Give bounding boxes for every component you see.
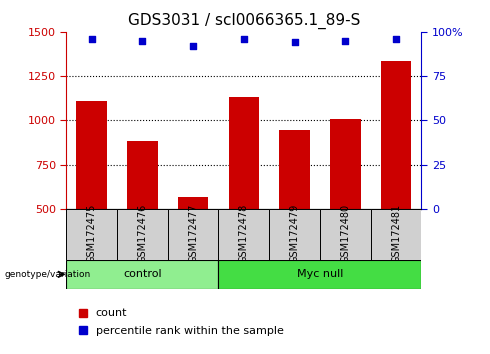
Point — [291, 40, 298, 45]
Text: control: control — [123, 269, 162, 279]
Text: percentile rank within the sample: percentile rank within the sample — [96, 326, 283, 336]
Title: GDS3031 / scl0066365.1_89-S: GDS3031 / scl0066365.1_89-S — [127, 13, 360, 29]
Point — [342, 38, 349, 44]
Bar — [219, 260, 421, 289]
Text: GSM172475: GSM172475 — [87, 204, 97, 263]
Bar — [330, 120, 361, 209]
Text: Myc null: Myc null — [297, 269, 343, 279]
Point — [138, 38, 146, 44]
Point — [88, 36, 96, 42]
Bar — [381, 61, 411, 209]
Bar — [279, 130, 310, 209]
Bar — [117, 209, 168, 260]
Bar — [269, 209, 320, 260]
Text: GSM172480: GSM172480 — [340, 204, 350, 263]
Bar — [127, 141, 157, 209]
Point — [392, 36, 400, 42]
Text: GSM172476: GSM172476 — [137, 204, 147, 263]
Bar — [370, 209, 421, 260]
Bar — [219, 209, 269, 260]
Text: genotype/variation: genotype/variation — [5, 270, 91, 279]
Text: GSM172479: GSM172479 — [290, 204, 299, 263]
Text: GSM172477: GSM172477 — [188, 204, 198, 263]
Bar — [178, 198, 208, 209]
Bar — [66, 260, 219, 289]
Bar — [168, 209, 219, 260]
Bar — [66, 209, 117, 260]
Bar — [228, 97, 259, 209]
Text: count: count — [96, 308, 127, 318]
Text: GSM172481: GSM172481 — [391, 204, 401, 263]
Bar — [76, 101, 107, 209]
Bar — [320, 209, 370, 260]
Text: GSM172478: GSM172478 — [239, 204, 249, 263]
Point — [240, 36, 247, 42]
Point — [189, 43, 197, 49]
